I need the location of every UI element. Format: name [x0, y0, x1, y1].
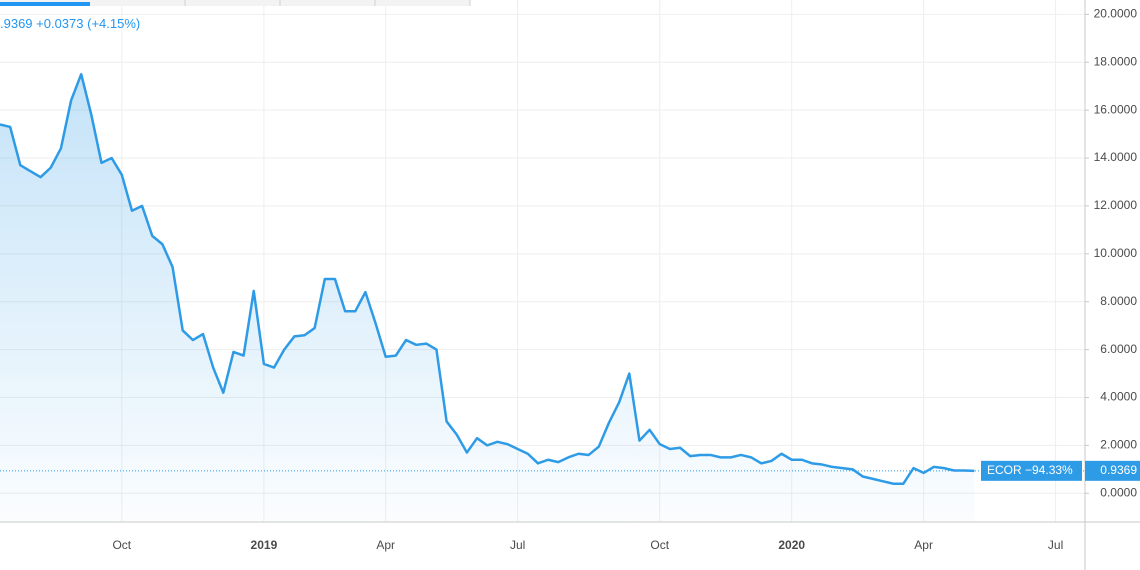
y-tick-label: 18.0000 — [1094, 54, 1138, 68]
quote-header: .9369 +0.0373 (+4.15%) — [0, 16, 140, 31]
x-tick-label: 2019 — [251, 538, 278, 552]
x-tick-label: 2020 — [778, 538, 805, 552]
y-tick-label: 2.0000 — [1100, 438, 1137, 452]
x-tick-label: Oct — [650, 538, 669, 552]
y-tick-label: 14.0000 — [1094, 150, 1138, 164]
x-tick-label: Oct — [112, 538, 131, 552]
x-tick-label: Jul — [510, 538, 525, 552]
axes: 0.0000 2.0000 4.0000 6.0000 8.0000 10.0000 12.… — [112, 7, 1140, 552]
legend-box — [981, 460, 1082, 481]
y-tick-label: 0.0000 — [1100, 485, 1137, 499]
y-tick-label: 16.0000 — [1094, 102, 1138, 116]
area-fill — [0, 74, 975, 522]
y-tick-label: 12.0000 — [1094, 198, 1138, 212]
x-tick-label: Apr — [376, 538, 395, 552]
price-box — [1085, 460, 1140, 481]
legend-label: ECOR −94.33% — [987, 463, 1073, 477]
y-tick-label: 8.0000 — [1100, 294, 1137, 308]
tabs-bar — [0, 0, 470, 6]
y-tick-label: 20.0000 — [1094, 7, 1138, 21]
active-tab[interactable] — [0, 2, 90, 6]
plot — [0, 72, 1085, 522]
y-tick-label: 4.0000 — [1100, 390, 1137, 404]
y-tick-label: 10.0000 — [1094, 246, 1138, 260]
y-tick-label: 6.0000 — [1100, 342, 1137, 356]
x-tick-label: Jul — [1048, 538, 1063, 552]
x-tick-label: Apr — [914, 538, 933, 552]
price-line — [0, 72, 975, 485]
price-label: 0.9369 — [1100, 463, 1137, 477]
